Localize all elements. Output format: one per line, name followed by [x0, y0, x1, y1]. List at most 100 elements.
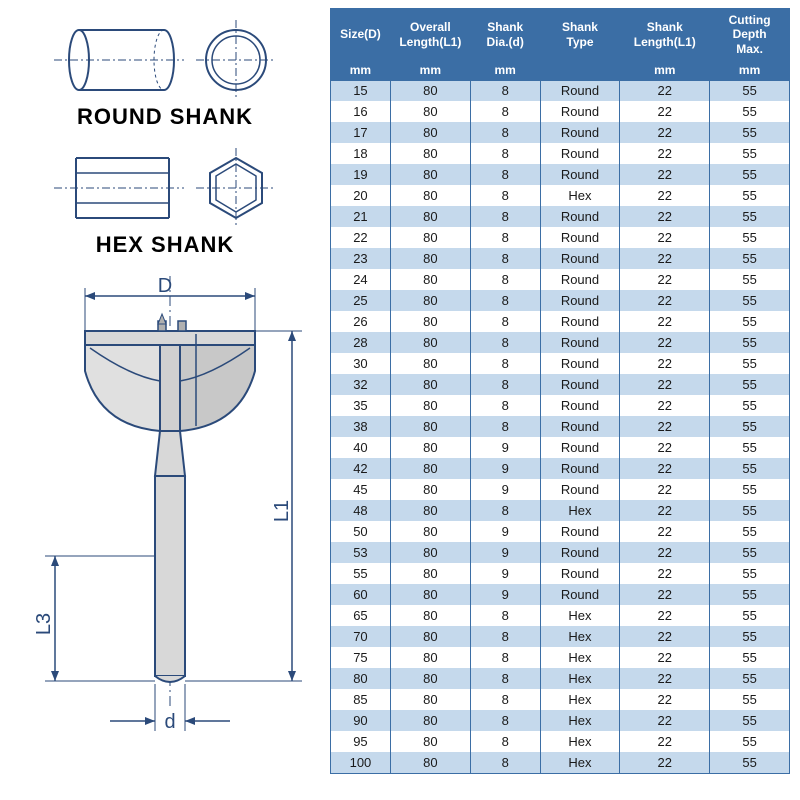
dim-L3-label: L3: [33, 613, 55, 635]
table-row: 50809Round2255: [331, 521, 790, 542]
table-cell: 26: [331, 311, 391, 332]
table-cell: 22: [620, 752, 710, 773]
table-cell: 55: [710, 584, 790, 605]
table-cell: 17: [331, 122, 391, 143]
table-header-cell: ShankDia.(d): [470, 9, 540, 61]
table-cell: 80: [390, 290, 470, 311]
table-unit-cell: mm: [470, 61, 540, 80]
table-cell: 80: [390, 395, 470, 416]
table-cell: 55: [710, 332, 790, 353]
table-header-row: Size(D)OverallLength(L1)ShankDia.(d)Shan…: [331, 9, 790, 61]
table-cell: 15: [331, 80, 391, 101]
table-row: 26808Round2255: [331, 311, 790, 332]
table-cell: 22: [620, 290, 710, 311]
table-cell: 80: [390, 332, 470, 353]
table-cell: 22: [620, 269, 710, 290]
table-cell: 55: [710, 458, 790, 479]
table-row: 40809Round2255: [331, 437, 790, 458]
table-row: 30808Round2255: [331, 353, 790, 374]
table-row: 38808Round2255: [331, 416, 790, 437]
table-row: 60809Round2255: [331, 584, 790, 605]
table-cell: 22: [620, 479, 710, 500]
table-cell: Hex: [540, 500, 620, 521]
table-cell: 55: [710, 374, 790, 395]
table-cell: 42: [331, 458, 391, 479]
table-cell: 18: [331, 143, 391, 164]
table-cell: 8: [470, 647, 540, 668]
table-cell: 8: [470, 416, 540, 437]
table-cell: Round: [540, 458, 620, 479]
table-header-cell: ShankLength(L1): [620, 9, 710, 61]
table-cell: 90: [331, 710, 391, 731]
table-unit-cell: [540, 61, 620, 80]
table-cell: 55: [710, 605, 790, 626]
table-cell: 19: [331, 164, 391, 185]
table-cell: 9: [470, 437, 540, 458]
table-cell: 80: [390, 626, 470, 647]
table-cell: 8: [470, 626, 540, 647]
table-cell: 22: [620, 647, 710, 668]
table-row: 75808Hex2255: [331, 647, 790, 668]
table-cell: 22: [620, 248, 710, 269]
table-cell: 55: [710, 647, 790, 668]
table-cell: 8: [470, 668, 540, 689]
round-shank-side-icon: [54, 20, 184, 100]
table-cell: 22: [620, 374, 710, 395]
table-cell: Round: [540, 290, 620, 311]
table-cell: Round: [540, 206, 620, 227]
table-cell: 100: [331, 752, 391, 773]
table-cell: Hex: [540, 605, 620, 626]
table-cell: 20: [331, 185, 391, 206]
table-cell: 22: [620, 542, 710, 563]
table-cell: Round: [540, 101, 620, 122]
table-cell: 75: [331, 647, 391, 668]
table-cell: 8: [470, 122, 540, 143]
table-cell: 80: [390, 689, 470, 710]
table-cell: Round: [540, 269, 620, 290]
table-cell: 55: [710, 269, 790, 290]
table-row: 18808Round2255: [331, 143, 790, 164]
table-cell: 80: [390, 164, 470, 185]
table-cell: 22: [620, 500, 710, 521]
table-cell: Round: [540, 479, 620, 500]
table-row: 16808Round2255: [331, 101, 790, 122]
table-cell: 22: [620, 206, 710, 227]
table-cell: 35: [331, 395, 391, 416]
table-cell: Hex: [540, 752, 620, 773]
table-cell: Hex: [540, 731, 620, 752]
table-cell: 22: [620, 311, 710, 332]
table-cell: Round: [540, 437, 620, 458]
table-cell: 80: [390, 458, 470, 479]
table-row: 28808Round2255: [331, 332, 790, 353]
table-cell: 80: [390, 521, 470, 542]
table-cell: 40: [331, 437, 391, 458]
table-cell: 8: [470, 143, 540, 164]
table-unit-cell: mm: [710, 61, 790, 80]
table-cell: 80: [390, 479, 470, 500]
table-cell: 55: [710, 626, 790, 647]
table-cell: 8: [470, 689, 540, 710]
table-cell: 22: [620, 605, 710, 626]
table-cell: 80: [390, 353, 470, 374]
table-cell: 8: [470, 101, 540, 122]
table-cell: Round: [540, 227, 620, 248]
table-header-cell: OverallLength(L1): [390, 9, 470, 61]
table-cell: Hex: [540, 689, 620, 710]
table-cell: Round: [540, 353, 620, 374]
table-cell: 55: [710, 752, 790, 773]
table-cell: 70: [331, 626, 391, 647]
table-cell: Round: [540, 563, 620, 584]
table-row: 22808Round2255: [331, 227, 790, 248]
table-cell: 30: [331, 353, 391, 374]
table-cell: 80: [390, 437, 470, 458]
table-header-cell: ShankType: [540, 9, 620, 61]
table-cell: 8: [470, 227, 540, 248]
table-cell: 22: [620, 332, 710, 353]
table-cell: Round: [540, 122, 620, 143]
dim-d-label: d: [164, 711, 175, 733]
table-cell: Round: [540, 143, 620, 164]
table-cell: 55: [710, 500, 790, 521]
table-cell: 55: [710, 416, 790, 437]
table-header-cell: Size(D): [331, 9, 391, 61]
table-cell: 80: [390, 185, 470, 206]
